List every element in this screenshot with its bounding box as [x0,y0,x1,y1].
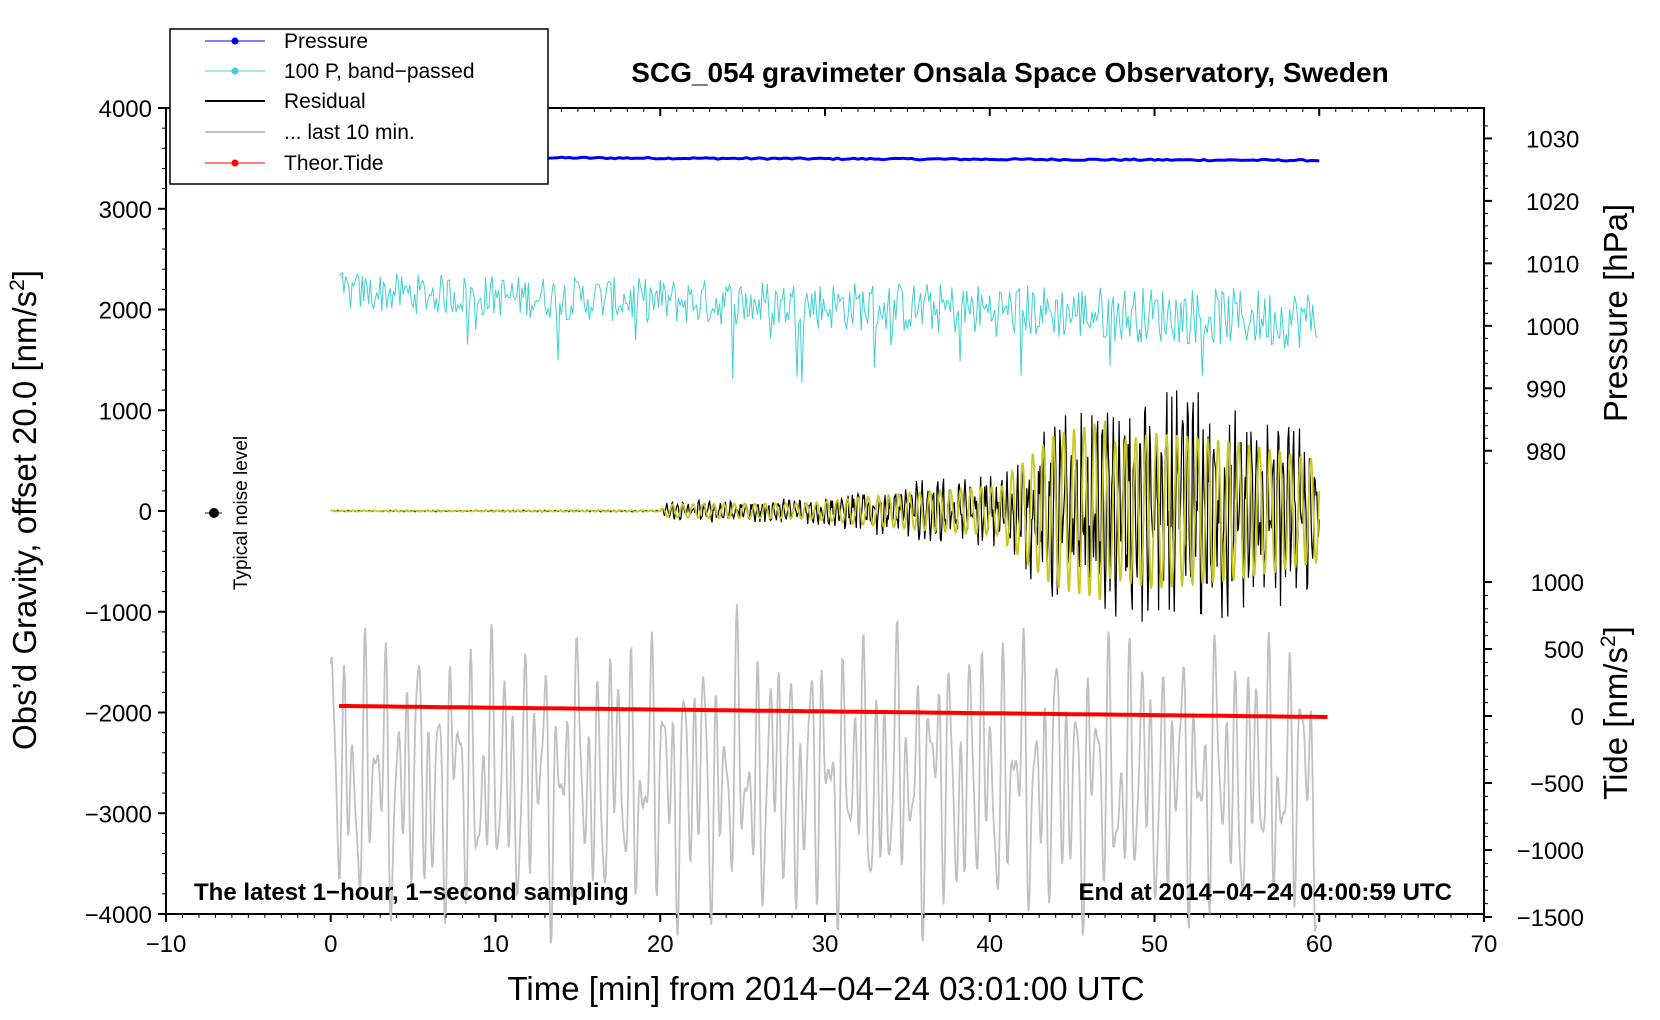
y-axis-title-text: Obs’d Gravity, offset 20.0 [nm/s [6,291,43,750]
tide-tick-label: −1000 [1517,838,1584,865]
legend-item-last-10-min: ... last 10 min. [205,121,415,144]
legend-marker-theor-tide [231,159,239,167]
y-axis-title-close: ] [6,270,43,279]
svg-text:Theor.Tide: Theor.Tide [284,152,384,175]
y-tick-label: −2000 [85,701,152,728]
x-tick-label: 60 [1306,931,1333,958]
pressure-axis-title: Pressure [hPa] [1597,204,1634,422]
series-layer [329,155,1328,944]
sampling-note: The latest 1−hour, 1−second sampling [194,879,629,906]
tide-axis-title-sup: 2 [1597,635,1620,647]
svg-text:Tide [nm/s2]: Tide [nm/s2] [1597,626,1634,800]
tide-axis-title-text: Tide [nm/s [1597,647,1634,800]
legend-item-residual: Residual [205,90,366,113]
x-tick-label: 10 [482,931,509,958]
tide-tick-label: −500 [1530,771,1584,798]
noise-level-label: Typical noise level [231,436,252,590]
svg-text:... last 10 min.: ... last 10 min. [284,121,415,144]
x-axis-title: Time [min] from 2014−04−24 03:01:00 UTC [507,970,1144,1007]
y-axis-title-sup: 2 [6,279,29,291]
tide-tick-label: −1500 [1517,905,1584,932]
y-axis-title: Obs’d Gravity, offset 20.0 [nm/s2] [6,270,43,750]
tide-axis-title: Tide [nm/s2] [1597,626,1634,800]
tide-axis-title-close: ] [1597,626,1634,635]
svg-text:Typical noise level: Typical noise level [231,436,252,590]
last-10-min-line [329,604,1317,944]
noise-level-dot [209,508,219,518]
legend: Pressure 100 P, band−passed Residual ...… [169,28,549,185]
x-tick-label: −10 [146,931,187,958]
legend-item-theor-tide: Theor.Tide [205,152,384,175]
y-tick-label: 1000 [99,398,152,425]
tide-tick-label: 1000 [1531,570,1584,597]
pressure-tick-label: 980 [1526,439,1566,466]
legend-item-pressure: Pressure [205,30,368,53]
x-tick-label: 70 [1471,931,1498,958]
pressure-tick-label: 990 [1526,376,1566,403]
band-passed-line [338,271,1318,383]
pressure-tick-label: 1000 [1526,314,1579,341]
y-tick-label: −1000 [85,600,152,627]
svg-text:100 P, band−passed: 100 P, band−passed [284,60,475,83]
tide-tick-label: 0 [1571,704,1584,731]
x-tick-label: 0 [324,931,337,958]
pressure-tick-label: 1010 [1526,251,1579,278]
x-tick-label: 40 [976,931,1003,958]
theor-tide-line [339,704,1328,719]
ticks-layer: −10 0 10 20 30 40 50 60 7040003000200010000−1000… [85,96,1584,958]
y-tick-label: −4000 [85,902,152,929]
y-tick-label: −3000 [85,801,152,828]
legend-marker-pressure [231,37,239,45]
y-tick-label: 2000 [99,298,152,325]
legend-marker-band-passed [231,67,239,75]
filtered-residual-line [330,420,1321,601]
x-tick-label: 50 [1141,931,1168,958]
legend-item-band-passed: 100 P, band−passed [205,60,475,83]
pressure-line [412,155,1320,163]
svg-text:Pressure: Pressure [284,30,368,53]
svg-text:Pressure [hPa]: Pressure [hPa] [1597,204,1634,422]
svg-text:Obs’d Gravity, offset 20.0 [nm: Obs’d Gravity, offset 20.0 [nm/s2] [6,270,43,750]
chart-title: SCG_054 gravimeter Onsala Space Observat… [631,57,1388,88]
tide-tick-label: 500 [1544,637,1584,664]
pressure-tick-label: 1030 [1526,126,1579,153]
svg-text:Residual: Residual [284,90,366,113]
y-tick-label: 4000 [99,96,152,123]
x-tick-label: 30 [812,931,839,958]
pressure-tick-label: 1020 [1526,189,1579,216]
y-tick-label: 3000 [99,197,152,224]
x-tick-label: 20 [647,931,674,958]
y-tick-label: 0 [139,499,152,526]
end-time-note: End at 2014−04−24 04:00:59 UTC [1078,879,1452,906]
legend-box [169,28,549,185]
